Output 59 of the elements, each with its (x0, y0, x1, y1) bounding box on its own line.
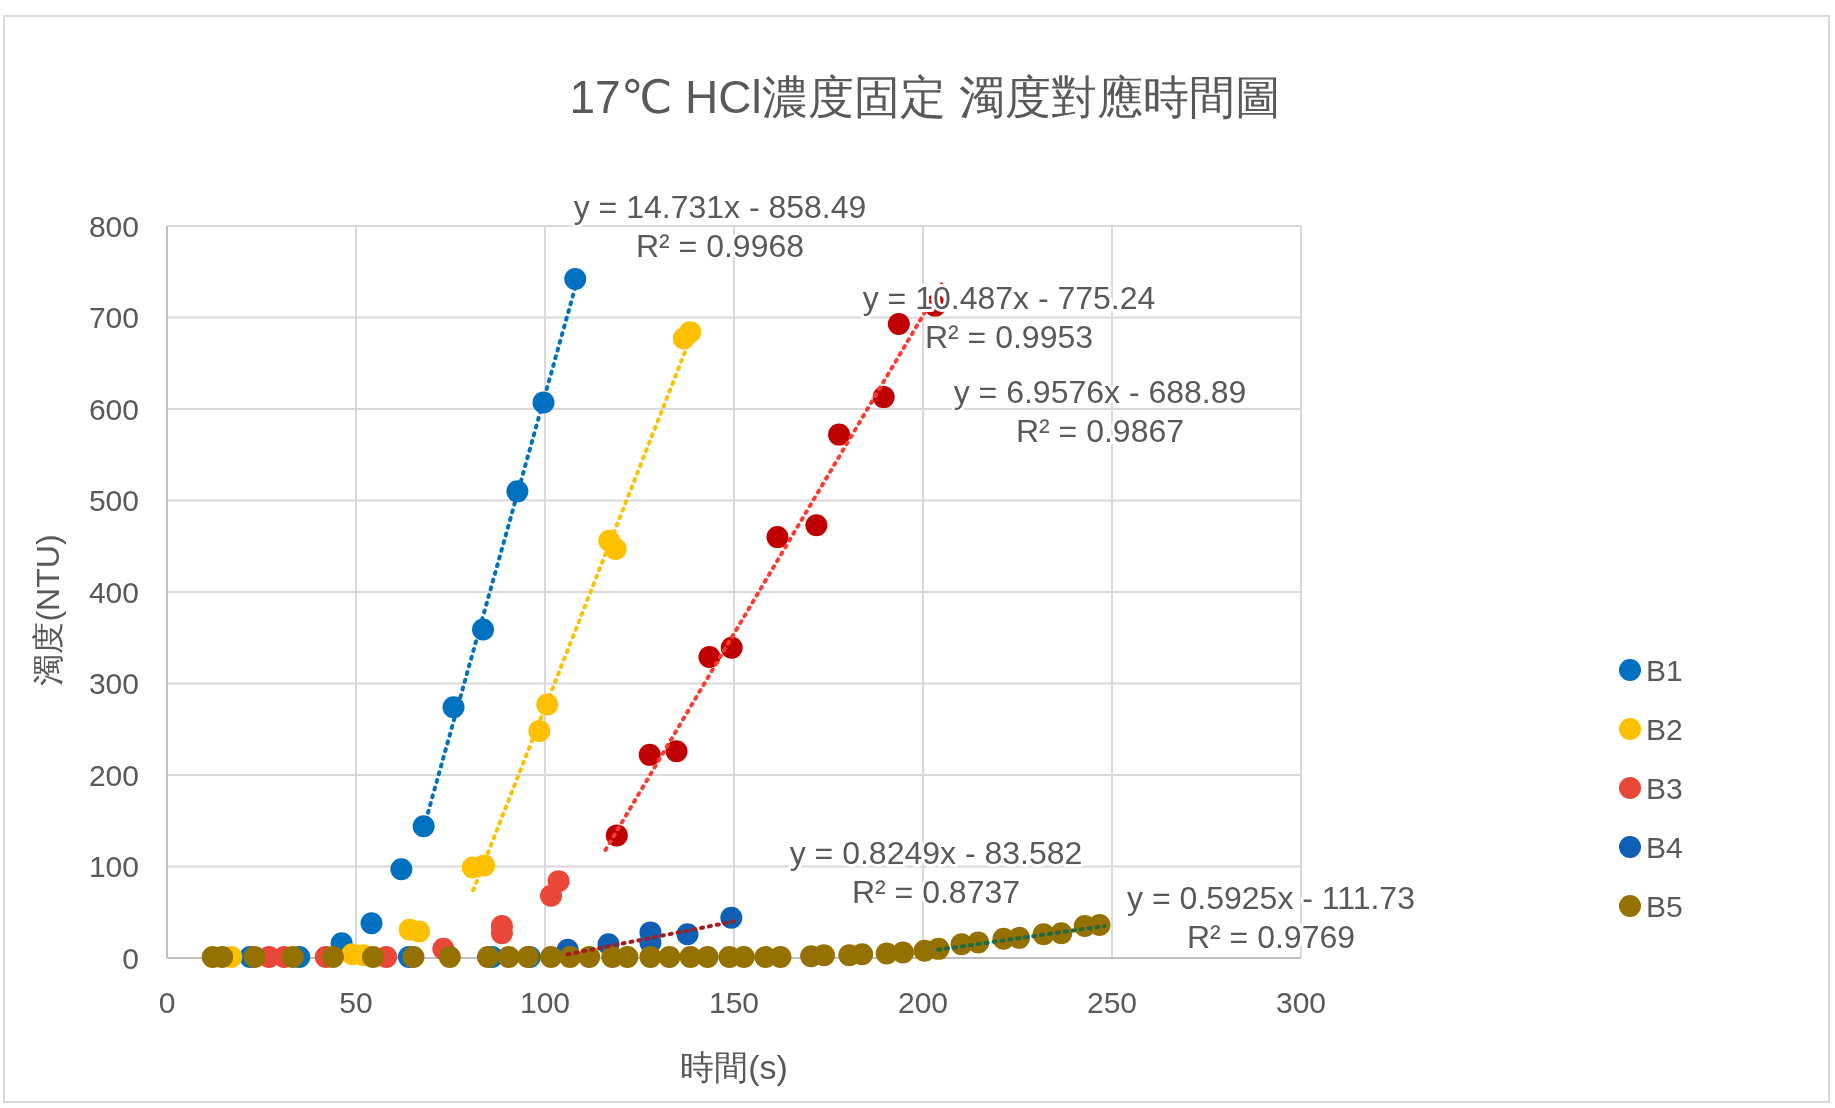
x-tick-label: 50 (339, 985, 373, 1019)
point (679, 321, 702, 344)
annotation: R² = 0.9867 (1015, 413, 1185, 449)
point (638, 743, 661, 766)
annotation: R² = 0.9769 (1186, 919, 1356, 955)
annotation: R² = 0.8737 (851, 874, 1021, 910)
chart-title: 17℃ HCl濃度固定 濁度對應時間圖 (569, 71, 1281, 123)
legend-label: B1 (1646, 653, 1683, 687)
point (360, 912, 383, 935)
point (476, 946, 499, 969)
point (402, 946, 425, 969)
y-tick-label: 700 (88, 301, 139, 334)
x-tick-label: 100 (519, 985, 571, 1019)
point (438, 946, 461, 969)
x-tick-label: 300 (1275, 985, 1327, 1019)
point (547, 870, 570, 893)
annotation: y = 6.9576x - 688.89 (953, 374, 1247, 410)
point (805, 514, 828, 537)
point (497, 946, 520, 969)
point (872, 386, 895, 409)
legend-label: B2 (1646, 712, 1683, 746)
x-tick-label: 200 (897, 985, 949, 1019)
point (390, 858, 413, 881)
y-tick-label: 200 (88, 758, 139, 792)
legend-label: B5 (1646, 889, 1683, 923)
annotation: R² = 0.9953 (924, 319, 1094, 355)
x-tick-label: 0 (158, 985, 176, 1019)
annotation: y = 0.8249x - 83.582 (789, 835, 1083, 871)
point (828, 423, 851, 446)
text: y = 14.731x - 858.49 (573, 189, 867, 225)
y-tick-label: 800 (88, 209, 139, 243)
annotation: R² = 0.9968 (635, 228, 805, 264)
point (696, 946, 719, 969)
y-tick-label: 600 (88, 392, 139, 426)
x-tick-label: 250 (1086, 985, 1138, 1019)
legend-label: B3 (1646, 771, 1683, 805)
point (665, 740, 688, 763)
point (412, 815, 435, 838)
point (281, 946, 304, 969)
point (658, 946, 681, 969)
point (321, 946, 344, 969)
point (362, 946, 385, 969)
annotation: y = 0.5925x - 111.73 (1127, 880, 1415, 916)
point (698, 645, 721, 668)
point (891, 941, 914, 964)
y-tick-label: 100 (88, 850, 139, 883)
point (639, 946, 662, 969)
x-tick-label: 150 (708, 985, 760, 1019)
y-tick-label: 500 (88, 484, 139, 517)
y-tick-label: 0 (122, 941, 139, 975)
x-axis-title: 時間(s) (680, 1048, 788, 1086)
y-tick-label: 300 (88, 667, 139, 700)
point (887, 312, 910, 335)
y-tick-label: 400 (88, 575, 139, 609)
legend-label: B4 (1646, 830, 1683, 864)
point (564, 268, 587, 291)
point (540, 946, 563, 969)
y-axis-title: 濁度(NTU) (30, 534, 66, 686)
point (766, 526, 789, 549)
